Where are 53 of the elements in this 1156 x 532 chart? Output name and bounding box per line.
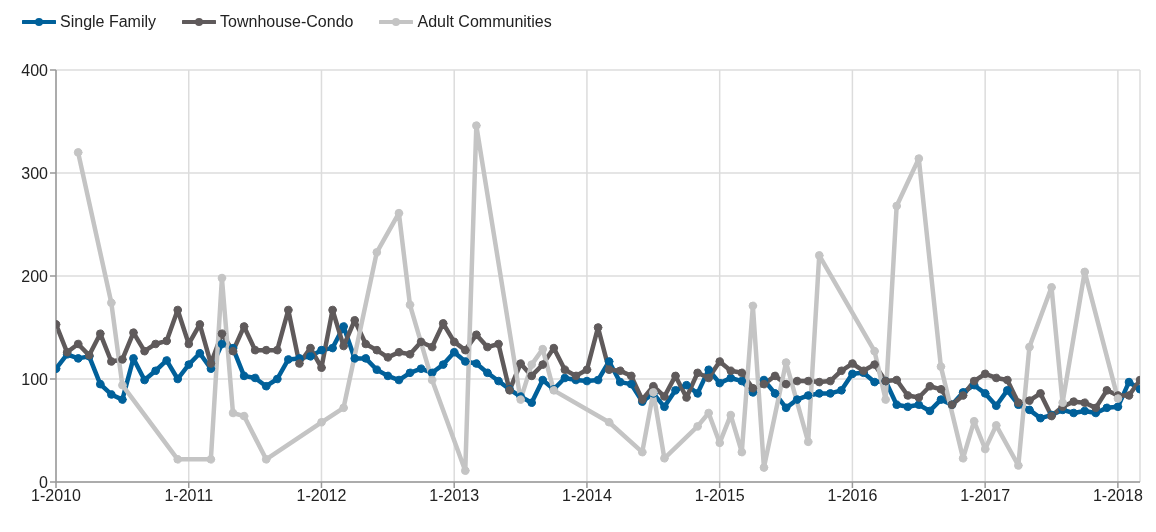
point (604, 417, 614, 427)
point (405, 300, 415, 310)
x-tick-label: 1-2018 (1092, 487, 1143, 505)
point (958, 454, 968, 463)
point (394, 208, 404, 218)
point (339, 403, 348, 413)
point (427, 375, 437, 385)
point (1025, 342, 1034, 352)
point (781, 358, 791, 367)
point (472, 121, 481, 130)
y-tick-label: 300 (21, 164, 49, 182)
point (206, 455, 216, 464)
point (693, 422, 702, 431)
point (803, 437, 813, 447)
point (73, 148, 83, 157)
point (118, 380, 127, 390)
legend-label: Single Family (60, 13, 157, 31)
point (1047, 283, 1056, 292)
legend-label: Townhouse-Condo (220, 13, 354, 31)
point (173, 455, 182, 464)
point (936, 362, 946, 371)
point (228, 408, 238, 418)
y-tick-label: 100 (21, 370, 49, 388)
point (1058, 398, 1067, 407)
point (814, 251, 824, 260)
point (217, 273, 227, 283)
point (107, 298, 116, 308)
x-tick-label: 1-2011 (164, 487, 214, 505)
point (881, 395, 890, 404)
y-tick-label: 200 (21, 267, 49, 285)
y-tick-label: 400 (21, 61, 49, 79)
point (239, 411, 249, 421)
point (261, 455, 271, 464)
point (317, 417, 326, 427)
x-tick-label: 1-2016 (827, 487, 878, 505)
point (759, 463, 769, 472)
point (870, 346, 879, 356)
point (527, 360, 536, 369)
point (748, 301, 758, 311)
point (737, 447, 747, 457)
x-tick-label: 1-2013 (429, 487, 480, 505)
point (1014, 461, 1023, 470)
point (660, 454, 669, 463)
point (460, 466, 470, 475)
point (372, 248, 382, 257)
point (914, 154, 924, 163)
legend-label: Adult Communities (417, 13, 552, 31)
x-tick-label: 1-2015 (694, 487, 745, 505)
x-tick-label: 1-2017 (960, 487, 1011, 505)
x-tick-label: 1-2014 (562, 487, 612, 505)
point (892, 201, 901, 211)
x-tick-label: 1-2012 (296, 487, 347, 505)
x-tick-label: 1-2010 (31, 487, 82, 505)
